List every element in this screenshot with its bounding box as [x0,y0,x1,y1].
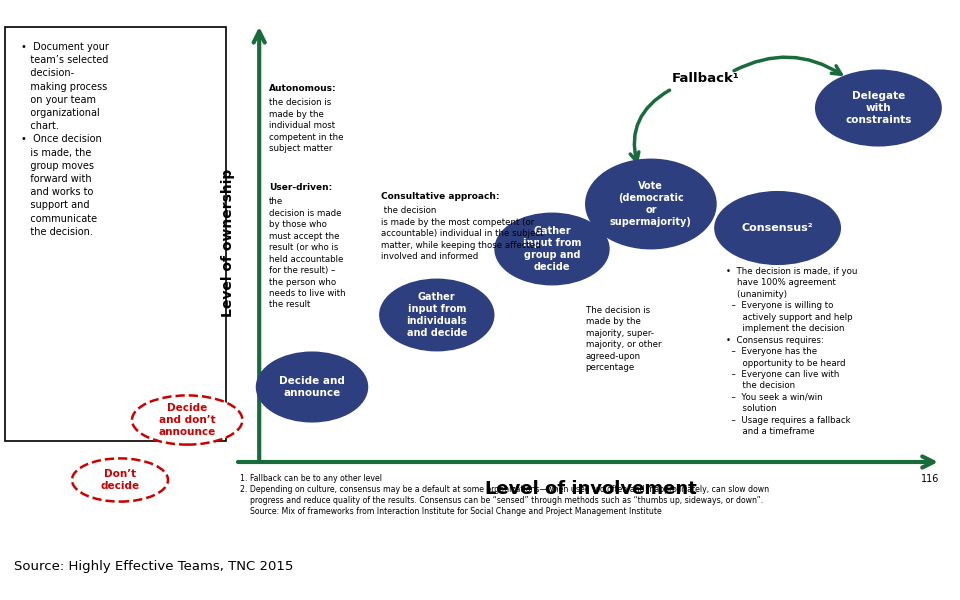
FancyBboxPatch shape [5,27,226,441]
Text: Don’t
decide: Don’t decide [101,469,139,491]
Text: The decision is
made by the
majority, super-
majority, or other
agreed-upon
perc: The decision is made by the majority, su… [586,306,661,372]
Ellipse shape [495,214,609,284]
Text: Autonomous:: Autonomous: [269,84,336,93]
Text: Source: Highly Effective Teams, TNC 2015: Source: Highly Effective Teams, TNC 2015 [14,560,294,573]
Text: Gather
input from
group and
decide: Gather input from group and decide [523,226,581,272]
Text: Delegate
with
constraints: Delegate with constraints [845,91,912,125]
Ellipse shape [380,280,493,350]
Ellipse shape [586,160,716,248]
Text: Consensus²: Consensus² [742,223,813,233]
Text: the decision is
made by the
individual most
competent in the
subject matter: the decision is made by the individual m… [269,98,344,153]
Text: Fallback¹: Fallback¹ [672,71,740,85]
Ellipse shape [132,395,243,445]
Ellipse shape [816,70,941,146]
Ellipse shape [72,458,168,502]
Text: 1. Fallback can be to any other level
2. Depending on culture, consensus may be : 1. Fallback can be to any other level 2.… [240,474,769,516]
Text: •  Document your
   team’s selected
   decision-
   making process
   on your te: • Document your team’s selected decision… [21,42,109,237]
Text: 116: 116 [921,474,939,484]
Text: Vote
(democratic
or
supermajority): Vote (democratic or supermajority) [610,181,692,227]
Text: •  The decision is made, if you
    have 100% agreement
    (unanimity)
  –  Eve: • The decision is made, if you have 100%… [726,267,857,436]
Text: Consultative approach:: Consultative approach: [381,192,499,201]
Text: the decision
is made by the most competent (or
accountable) individual in the su: the decision is made by the most compete… [381,206,543,261]
Text: the
decision is made
by those who
must accept the
result (or who is
held account: the decision is made by those who must a… [269,197,346,310]
Text: Decide
and don’t
announce: Decide and don’t announce [158,403,216,437]
Ellipse shape [256,352,367,421]
Text: User-driven:: User-driven: [269,183,332,192]
Ellipse shape [715,192,840,264]
Text: Level of involvement: Level of involvement [485,480,696,498]
Text: Level of ownership: Level of ownership [222,169,235,317]
Text: Decide and
announce: Decide and announce [279,376,345,398]
Text: Gather
input from
individuals
and decide: Gather input from individuals and decide [406,292,468,338]
